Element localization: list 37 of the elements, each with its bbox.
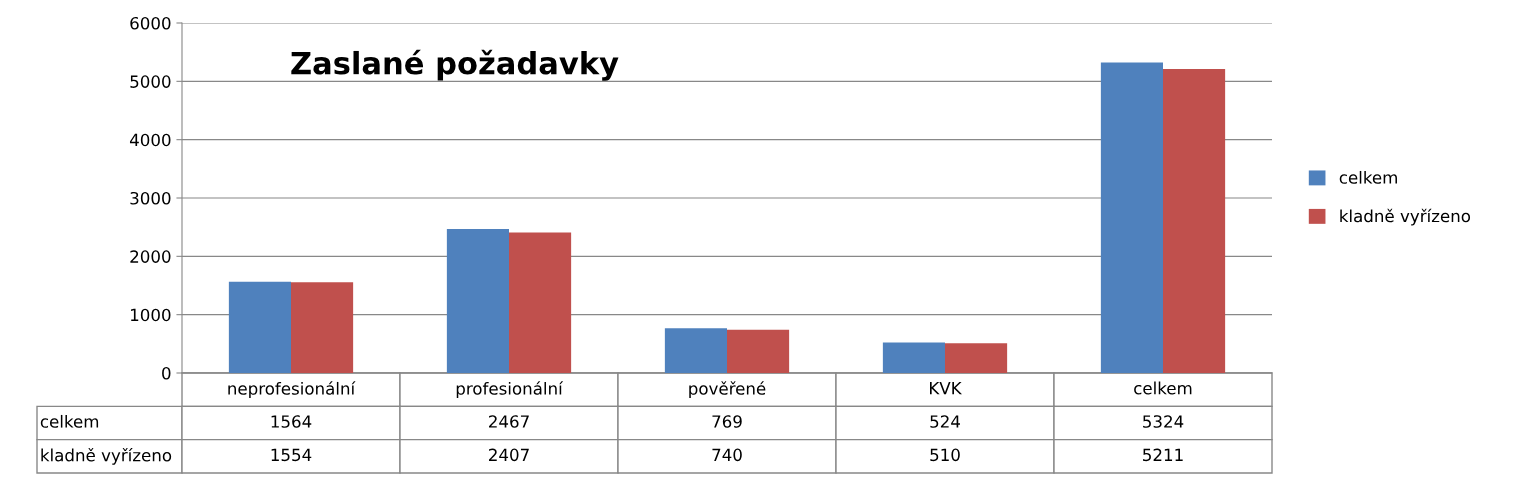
text: Zaslané požadavky <box>291 49 619 81</box>
y-tick-label: 5000 <box>130 75 171 88</box>
bar <box>228 281 291 373</box>
text: celkem <box>40 414 99 428</box>
data-label: 740 <box>712 448 742 462</box>
data-label: 1564 <box>271 415 312 428</box>
y-tick-label: 6000 <box>130 16 171 30</box>
legend-label: kladně vyřízeno <box>1340 208 1471 226</box>
y-tick-label: 0 <box>162 366 171 380</box>
bar <box>509 232 572 373</box>
bar <box>664 328 727 373</box>
x-tick-label: neprofesionální <box>228 381 356 399</box>
data-label: 5324 <box>1143 415 1184 428</box>
data-label: 524 <box>930 415 960 428</box>
bar <box>446 229 509 373</box>
x-tick-label: profesionální <box>456 381 564 399</box>
bar <box>291 282 354 373</box>
data-label: 2467 <box>489 415 529 428</box>
x-tick-label: KVK <box>930 382 962 395</box>
bar <box>882 342 945 373</box>
y-tick-label: 1000 <box>131 308 171 322</box>
bar <box>1163 69 1226 373</box>
data-label: 1554 <box>271 448 312 462</box>
data-label: 510 <box>930 448 960 462</box>
data-label: 2407 <box>489 448 529 462</box>
data-label: 5211 <box>1143 448 1183 462</box>
x-tick-label: celkem <box>1134 381 1192 395</box>
legend-label: celkem <box>1339 170 1397 184</box>
text: kladně vyřízeno <box>41 447 172 465</box>
bar <box>727 329 790 373</box>
y-tick-label: 4000 <box>129 133 171 147</box>
bar <box>1100 62 1163 373</box>
x-tick-label: pověřené <box>689 381 766 399</box>
y-tick-label: 2000 <box>130 250 171 263</box>
data-label: 769 <box>712 415 742 428</box>
bar <box>945 343 1008 373</box>
y-tick-label: 3000 <box>130 191 171 205</box>
